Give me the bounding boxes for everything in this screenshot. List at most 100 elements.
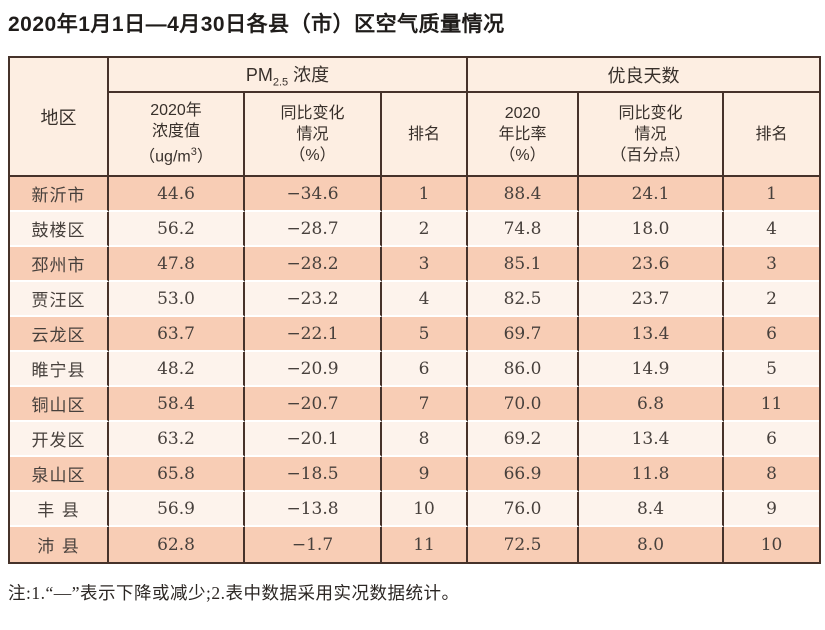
cell-gd_change: 6.8 <box>579 387 725 422</box>
cell-region: 新沂市 <box>10 177 109 212</box>
cell-gd_change: 8.4 <box>579 492 725 527</box>
column-header-gd-rank: 排名 <box>724 93 820 177</box>
cell-pm_rank: 6 <box>382 352 469 387</box>
cell-gd_change: 11.8 <box>579 457 725 492</box>
cell-region: 开发区 <box>10 422 109 457</box>
cell-pm_change: −28.7 <box>245 212 382 247</box>
table-row: 沛 县 62.8 −1.7 11 72.5 8.0 10 <box>10 527 820 562</box>
cell-pm_change: −1.7 <box>245 527 382 562</box>
table-row: 贾汪区 53.0 −23.2 4 82.5 23.7 2 <box>10 282 820 317</box>
cell-region: 贾汪区 <box>10 282 109 317</box>
column-group-pm25: PM2.5 浓度 <box>109 58 469 93</box>
cell-pm_value: 63.2 <box>109 422 245 457</box>
cell-gd_rank: 10 <box>724 527 820 562</box>
cell-region: 铜山区 <box>10 387 109 422</box>
cell-region: 丰 县 <box>10 492 109 527</box>
column-header-region: 地区 <box>10 58 109 177</box>
cell-pm_rank: 3 <box>382 247 469 282</box>
column-header-gd-ratio: 2020 年比率 （%） <box>468 93 580 177</box>
cell-pm_rank: 8 <box>382 422 469 457</box>
cell-gd_rank: 2 <box>724 282 820 317</box>
cell-gd_ratio: 70.0 <box>468 387 580 422</box>
cell-pm_value: 62.8 <box>109 527 245 562</box>
table-body: 新沂市 44.6 −34.6 1 88.4 24.1 1 鼓楼区 56.2 −28.7 2 74.8 1… <box>10 177 820 562</box>
cell-pm_change: −28.2 <box>245 247 382 282</box>
cell-pm_rank: 11 <box>382 527 469 562</box>
column-header-pm-change: 同比变化 情况 （%） <box>245 93 382 177</box>
cell-pm_change: −20.1 <box>245 422 382 457</box>
cell-pm_value: 48.2 <box>109 352 245 387</box>
column-header-pm-concentration: 2020年 浓度值 （ug/m3） <box>109 93 245 177</box>
table-header: 地区 PM2.5 浓度 优良天数 2020年 浓度值 （ug/m3） 同比变化 … <box>10 58 820 177</box>
cell-gd_rank: 8 <box>724 457 820 492</box>
cell-pm_change: −13.8 <box>245 492 382 527</box>
cell-gd_rank: 11 <box>724 387 820 422</box>
air-quality-table: 地区 PM2.5 浓度 优良天数 2020年 浓度值 （ug/m3） 同比变化 … <box>8 56 822 564</box>
cell-pm_value: 58.4 <box>109 387 245 422</box>
cell-pm_rank: 5 <box>382 317 469 352</box>
table-row: 邳州市 47.8 −28.2 3 85.1 23.6 3 <box>10 247 820 282</box>
cell-gd_change: 18.0 <box>579 212 725 247</box>
cell-gd_ratio: 69.2 <box>468 422 580 457</box>
cell-gd_change: 24.1 <box>579 177 725 212</box>
table-row: 睢宁县 48.2 −20.9 6 86.0 14.9 5 <box>10 352 820 387</box>
cell-gd_ratio: 69.7 <box>468 317 580 352</box>
cell-gd_ratio: 88.4 <box>468 177 580 212</box>
sub-header-row: 2020年 浓度值 （ug/m3） 同比变化 情况 （%） 排名 2020 年比… <box>10 93 820 177</box>
cell-gd_change: 8.0 <box>579 527 725 562</box>
cell-gd_rank: 6 <box>724 317 820 352</box>
cell-region: 沛 县 <box>10 527 109 562</box>
cell-region: 鼓楼区 <box>10 212 109 247</box>
cell-region: 睢宁县 <box>10 352 109 387</box>
cell-gd_change: 23.7 <box>579 282 725 317</box>
column-header-pm-rank: 排名 <box>382 93 469 177</box>
cell-pm_rank: 7 <box>382 387 469 422</box>
cell-pm_change: −22.1 <box>245 317 382 352</box>
cell-pm_value: 53.0 <box>109 282 245 317</box>
cell-gd_ratio: 72.5 <box>468 527 580 562</box>
cell-pm_change: −34.6 <box>245 177 382 212</box>
cell-pm_change: −20.9 <box>245 352 382 387</box>
cell-pm_rank: 9 <box>382 457 469 492</box>
cell-pm_change: −18.5 <box>245 457 382 492</box>
cell-region: 泉山区 <box>10 457 109 492</box>
cell-gd_rank: 4 <box>724 212 820 247</box>
cell-pm_rank: 2 <box>382 212 469 247</box>
table-row: 新沂市 44.6 −34.6 1 88.4 24.1 1 <box>10 177 820 212</box>
cell-region: 云龙区 <box>10 317 109 352</box>
cell-gd_rank: 6 <box>724 422 820 457</box>
pm25-subscript: 2.5 <box>272 76 289 89</box>
pm25-label-prefix: PM <box>245 64 273 85</box>
table-row: 泉山区 65.8 −18.5 9 66.9 11.8 8 <box>10 457 820 492</box>
group-header-row: 地区 PM2.5 浓度 优良天数 <box>10 58 820 177</box>
column-group-good-days: 优良天数 <box>468 58 820 93</box>
cell-pm_value: 47.8 <box>109 247 245 282</box>
cell-pm_value: 56.2 <box>109 212 245 247</box>
cell-pm_rank: 1 <box>382 177 469 212</box>
table-row: 铜山区 58.4 −20.7 7 70.0 6.8 11 <box>10 387 820 422</box>
cell-pm_change: −20.7 <box>245 387 382 422</box>
cell-gd_ratio: 86.0 <box>468 352 580 387</box>
cell-gd_ratio: 74.8 <box>468 212 580 247</box>
column-header-gd-change: 同比变化 情况 （百分点） <box>579 93 725 177</box>
cubed-superscript: 3 <box>190 146 197 159</box>
page: 2020年1月1日—4月30日各县（市）区空气质量情况 地区 PM2.5 浓度 … <box>0 10 825 630</box>
cell-pm_value: 44.6 <box>109 177 245 212</box>
cell-gd_rank: 5 <box>724 352 820 387</box>
table-row: 开发区 63.2 −20.1 8 69.2 13.4 6 <box>10 422 820 457</box>
table-row: 云龙区 63.7 −22.1 5 69.7 13.4 6 <box>10 317 820 352</box>
cell-gd_ratio: 85.1 <box>468 247 580 282</box>
cell-pm_value: 63.7 <box>109 317 245 352</box>
cell-gd_rank: 3 <box>724 247 820 282</box>
table-row: 丰 县 56.9 −13.8 10 76.0 8.4 9 <box>10 492 820 527</box>
cell-gd_change: 23.6 <box>579 247 725 282</box>
cell-gd_ratio: 76.0 <box>468 492 580 527</box>
cell-pm_rank: 4 <box>382 282 469 317</box>
cell-gd_change: 14.9 <box>579 352 725 387</box>
cell-gd_rank: 1 <box>724 177 820 212</box>
table-row: 鼓楼区 56.2 −28.7 2 74.8 18.0 4 <box>10 212 820 247</box>
page-title: 2020年1月1日—4月30日各县（市）区空气质量情况 <box>8 13 505 36</box>
cell-gd_change: 13.4 <box>579 317 725 352</box>
pm25-label-suffix: 浓度 <box>288 64 330 85</box>
footnote: 注:1.“—”表示下降或减少;2.表中数据采用实况数据统计。 <box>8 583 460 603</box>
